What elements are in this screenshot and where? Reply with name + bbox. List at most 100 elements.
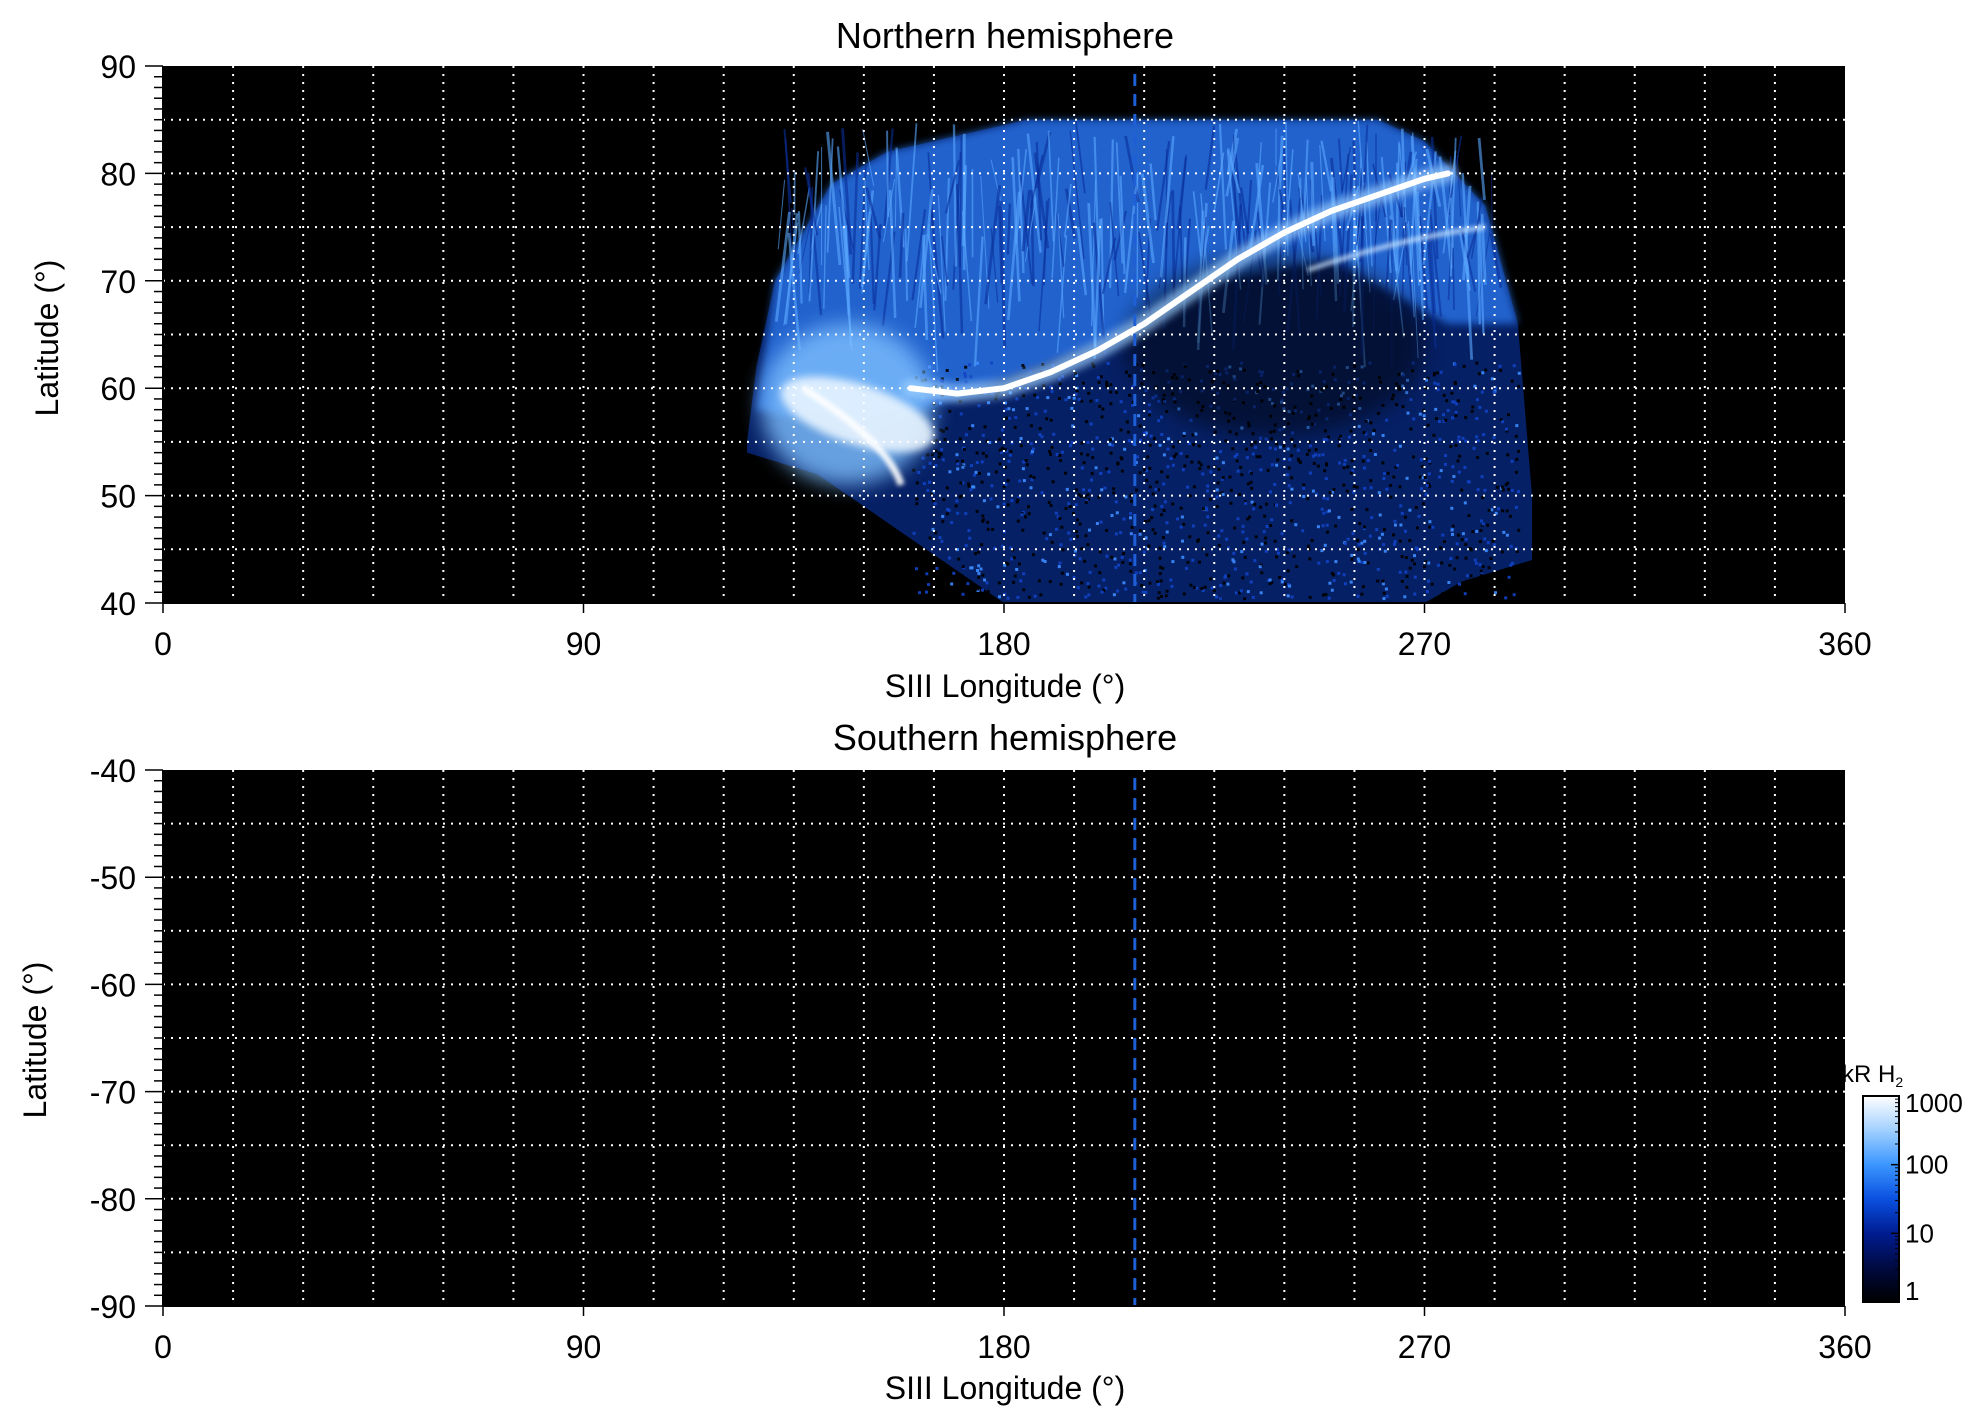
noise-pixel [1086,453,1090,457]
north-aurora-emission [747,119,1532,603]
noise-pixel [1369,486,1373,490]
noise-pixel [1383,549,1387,553]
noise-pixel [1438,437,1442,441]
noise-pixel [926,453,930,457]
noise-pixel [1278,576,1282,579]
noise-pixel [1197,444,1201,448]
noise-pixel [1160,513,1164,517]
noise-pixel [1358,522,1362,525]
noise-pixel [1501,488,1505,492]
noise-pixel [945,369,949,372]
emission-streak [1310,161,1316,246]
noise-pixel [1457,439,1461,443]
noise-pixel [1356,594,1360,598]
noise-pixel [1403,595,1407,599]
noise-pixel [981,514,985,518]
noise-pixel [1455,556,1459,560]
noise-pixel [1378,536,1382,540]
noise-pixel [1464,439,1468,443]
noise-pixel [1182,433,1186,437]
noise-pixel [1286,551,1289,555]
noise-pixel [1282,444,1286,448]
noise-pixel [1349,471,1353,475]
noise-pixel [947,575,950,579]
emission-streak [911,209,927,301]
noise-pixel [1321,453,1325,457]
noise-pixel [1398,570,1402,574]
noise-pixel [1414,546,1418,550]
noise-pixel [1290,595,1294,599]
y-tick-label: -90 [90,1289,136,1325]
noise-pixel [1191,558,1195,562]
south-xlabel: SIII Longitude (°) [885,1370,1125,1406]
noise-pixel [1517,528,1521,532]
noise-pixel [1393,448,1397,452]
noise-pixel [1327,509,1331,513]
noise-pixel [1454,443,1458,447]
noise-pixel [1112,487,1116,491]
noise-pixel [1456,533,1460,537]
noise-pixel [1048,533,1052,537]
noise-pixel [1295,565,1299,569]
noise-pixel [945,512,949,516]
noise-pixel [1012,556,1016,560]
noise-pixel [1159,579,1163,583]
noise-pixel [1077,493,1081,497]
noise-pixel [1148,581,1152,585]
noise-pixel [976,589,980,592]
noise-pixel [1460,488,1464,492]
noise-pixel [1241,576,1245,580]
noise-pixel [1215,505,1219,509]
emission-streak [1213,152,1225,213]
noise-pixel [1409,427,1413,431]
noise-pixel [1020,513,1024,517]
noise-pixel [1316,525,1320,529]
noise-pixel [1434,407,1438,411]
noise-pixel [1479,572,1483,576]
emission-streak [888,189,897,318]
noise-pixel [1475,398,1479,402]
noise-pixel [1463,592,1467,596]
noise-pixel [1164,594,1168,598]
noise-pixel [1147,544,1151,548]
noise-pixel [1013,574,1017,578]
noise-pixel [1008,453,1012,457]
noise-pixel [1099,375,1103,379]
emission-streak [1149,163,1157,221]
emission-streak [1029,155,1044,208]
noise-pixel [1073,372,1077,375]
noise-pixel [1344,582,1347,586]
noise-pixel [1334,524,1338,528]
emission-streak [1119,175,1126,274]
noise-pixel [1449,444,1453,448]
noise-pixel [1506,453,1510,457]
noise-pixel [1122,517,1126,521]
noise-pixel [1119,456,1123,460]
noise-pixel [1263,541,1267,545]
emission-streak [1461,173,1470,280]
noise-pixel [1158,572,1162,576]
noise-pixel [1381,434,1385,437]
noise-pixel [1466,574,1469,578]
emission-streak [1017,148,1025,274]
noise-pixel [938,536,942,540]
noise-pixel [1185,455,1189,458]
noise-pixel [1046,467,1050,470]
noise-pixel [1015,397,1019,401]
noise-pixel [1510,379,1514,383]
noise-pixel [915,567,918,571]
noise-pixel [1270,580,1274,584]
noise-pixel [1455,542,1459,546]
noise-pixel [938,401,942,405]
noise-pixel [1494,591,1497,595]
noise-pixel [1250,443,1254,447]
colorbar: kR H2 1000 100 10 1 [1842,1061,1963,1306]
noise-pixel [1217,544,1221,547]
noise-pixel [1389,495,1393,499]
noise-pixel [1364,432,1368,436]
noise-pixel [1423,565,1426,569]
noise-pixel [1043,409,1047,413]
noise-pixel [1075,374,1079,377]
noise-pixel [1049,452,1052,456]
y-tick-label: 40 [100,586,136,622]
